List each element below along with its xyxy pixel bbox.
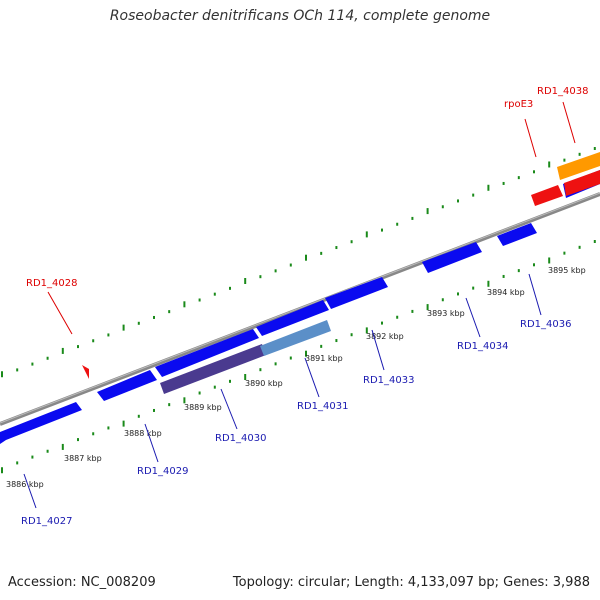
reverse-strand-features <box>82 152 600 379</box>
leader-RD1_4038 <box>562 101 576 144</box>
gene-rpoE3-arrow-2[interactable] <box>564 170 600 196</box>
gene-RD1_4034-arrow[interactable] <box>422 242 482 273</box>
label-leaders <box>23 101 576 509</box>
leader-RD1_4028 <box>47 291 73 335</box>
gene-label-RD1_4030[interactable]: RD1_4030 <box>215 433 266 444</box>
forward-strand-features <box>0 223 537 444</box>
tick-label: 3890 kbp <box>245 379 283 388</box>
gene-RD1_4027-arrow[interactable] <box>0 402 82 444</box>
feature-light-band[interactable] <box>260 320 331 356</box>
gene-rpoE3-arrow[interactable] <box>531 185 563 206</box>
gene-label-RD1_4031[interactable]: RD1_4031 <box>297 401 348 412</box>
gene-labels: RD1_4027 RD1_4029 RD1_4030 RD1_4031 RD1_… <box>21 86 588 527</box>
gene-label-RD1_4034[interactable]: RD1_4034 <box>457 341 508 352</box>
gene-label-RD1_4038[interactable]: RD1_4038 <box>537 86 588 97</box>
gene-RD1_4036-arrow[interactable] <box>497 223 537 246</box>
leader-RD1_4036 <box>528 273 542 316</box>
upper-tick-track <box>1 146 596 378</box>
tick-label: 3892 kbp <box>366 332 404 341</box>
gene-label-RD1_4033[interactable]: RD1_4033 <box>363 375 414 386</box>
accession-text: Accession: NC_008209 <box>8 575 156 590</box>
tick-label: 3889 kbp <box>184 403 222 412</box>
gene-RD1_4031-arrow[interactable] <box>256 300 329 336</box>
feature-dark-band[interactable] <box>160 344 266 394</box>
gene-label-RD1_4027[interactable]: RD1_4027 <box>21 516 72 527</box>
leader-RD1_4031 <box>304 357 320 398</box>
gene-RD1_4030-arrow[interactable] <box>155 329 259 377</box>
gene-RD1_4033-arrow[interactable] <box>325 277 388 309</box>
gene-label-rpoE3[interactable]: rpoE3 <box>504 99 533 110</box>
tick-label: 3887 kbp <box>64 454 102 463</box>
tick-labels: 3886 kbp 3887 kbp 3888 kbp 3889 kbp 3890… <box>6 266 586 489</box>
leader-RD1_4027 <box>23 473 37 509</box>
tick-label: 3891 kbp <box>305 354 343 363</box>
tick-label: 3893 kbp <box>427 309 465 318</box>
genome-summary-text: Topology: circular; Length: 4,133,097 bp… <box>232 575 590 590</box>
gene-RD1_4038-orange-arrow[interactable] <box>557 152 600 180</box>
gene-label-RD1_4028[interactable]: RD1_4028 <box>26 278 77 289</box>
gene-label-RD1_4029[interactable]: RD1_4029 <box>137 466 188 477</box>
gene-label-RD1_4036[interactable]: RD1_4036 <box>520 319 571 330</box>
tick-label: 3895 kbp <box>548 266 586 275</box>
genome-backbone <box>0 192 600 426</box>
leader-rpoE3 <box>524 118 537 158</box>
gene-RD1_4028-marker[interactable] <box>82 365 89 379</box>
genome-backbone-highlight <box>0 192 600 424</box>
leader-RD1_4033 <box>371 329 385 371</box>
tick-label: 3888 kbp <box>124 429 162 438</box>
lower-tick-track <box>1 239 596 474</box>
tick-label: 3894 kbp <box>487 288 525 297</box>
tick-label: 3886 kbp <box>6 480 44 489</box>
leader-RD1_4034 <box>465 297 481 338</box>
map-title: Roseobacter denitrificans OCh 114, compl… <box>109 8 491 24</box>
gene-RD1_4029-arrow[interactable] <box>97 370 157 401</box>
leader-RD1_4029 <box>144 423 159 463</box>
leader-RD1_4030 <box>220 388 238 430</box>
